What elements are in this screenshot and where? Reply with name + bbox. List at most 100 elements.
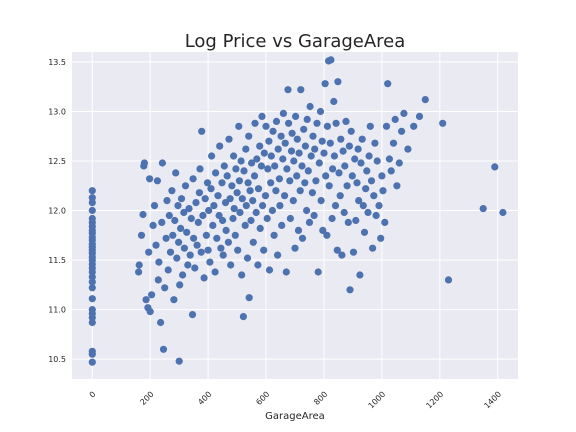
data-point [281,139,289,147]
data-point [491,163,499,171]
data-point [330,152,338,160]
data-point [148,291,156,299]
data-point [286,214,294,223]
data-point [154,276,162,284]
data-point [268,206,276,215]
data-point [242,145,250,153]
data-point [244,179,252,187]
data-point [214,192,222,200]
data-point [233,189,241,197]
data-point [197,248,205,256]
data-point [263,214,271,223]
data-point [149,221,157,229]
data-point [215,211,223,220]
data-point [165,211,173,220]
data-point [228,182,236,190]
data-point [289,197,297,205]
data-point [330,97,338,106]
data-point [212,169,220,177]
data-point [175,357,183,365]
data-point [294,226,303,234]
data-point [421,96,429,104]
data-point [286,177,294,185]
data-point [142,296,150,304]
data-point [190,234,198,242]
data-point [290,157,298,165]
data-point [256,224,264,232]
data-point [338,251,346,259]
data-point [308,189,316,197]
data-point [342,117,350,125]
data-point [177,195,186,203]
data-point [331,202,340,210]
data-point [304,167,312,175]
y-tick-label: 10.5 [48,355,66,364]
data-point [159,345,168,353]
data-point [387,167,395,175]
data-point [230,205,238,213]
data-point [155,258,163,266]
data-point [310,211,318,220]
data-point [395,159,403,167]
data-point [306,102,314,111]
data-point [158,159,166,167]
data-point [225,135,233,143]
data-point [188,311,197,319]
data-point [207,185,215,193]
data-point [339,147,347,155]
data-point [157,318,165,327]
x-tick-label: 1000 [367,390,388,411]
data-point [349,248,358,256]
data-point [321,80,329,88]
data-point [245,294,253,302]
data-point [375,202,383,210]
data-point [371,139,379,147]
data-point [248,159,256,167]
data-point [227,261,235,269]
data-point [291,244,299,252]
data-point [288,129,296,137]
data-point [201,195,209,203]
data-point [381,218,389,226]
data-point [259,202,267,210]
data-point [240,167,248,175]
data-point [301,179,309,187]
data-point [175,238,183,246]
data-point [254,261,262,269]
x-tick-label: 200 [138,390,155,407]
data-point [303,115,311,123]
data-point [285,119,293,127]
data-point [305,218,314,226]
data-point [213,234,221,242]
data-point [322,172,330,180]
data-point [279,109,287,117]
data-point [137,231,146,239]
data-point [389,139,398,147]
data-point [385,155,393,163]
data-point [372,211,380,220]
data-point [247,216,255,225]
data-point [352,216,360,225]
data-point [242,202,250,210]
data-point [234,246,242,254]
y-tick-label: 13.0 [48,107,66,116]
data-point [279,155,287,163]
data-point [226,195,234,203]
data-point [284,86,292,94]
data-point [316,107,325,116]
data-point [337,135,345,143]
data-point [269,127,277,135]
data-point [198,127,206,135]
data-point [363,167,371,175]
data-point [282,268,290,276]
data-point [231,231,239,239]
data-point [88,187,96,195]
data-point [364,208,372,217]
data-point [343,182,351,190]
data-point [161,284,169,292]
data-point [145,248,153,256]
data-point [236,208,244,217]
data-point [253,155,261,163]
x-tick-label: 800 [312,390,329,407]
